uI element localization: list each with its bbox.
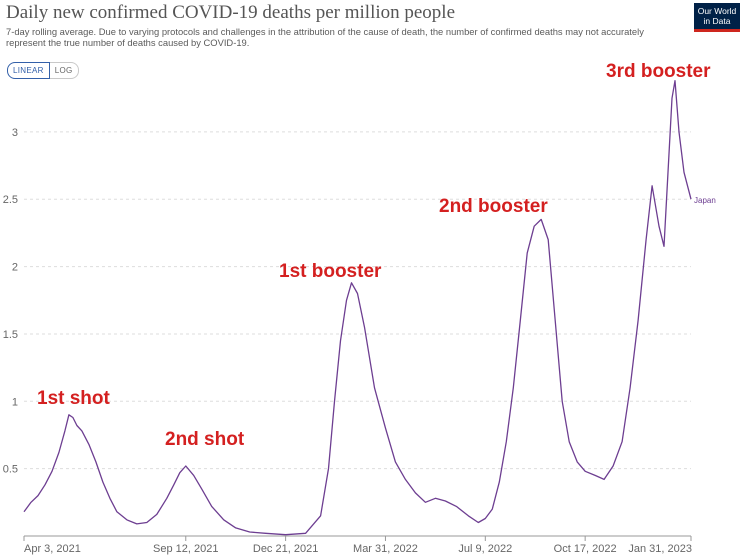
annotation-label: 3rd booster bbox=[606, 61, 711, 82]
y-tick-label: 0.5 bbox=[3, 464, 18, 476]
log-scale-button[interactable]: LOG bbox=[49, 62, 79, 79]
x-tick-label: Sep 12, 2021 bbox=[153, 543, 218, 555]
owid-logo[interactable]: Our World in Data bbox=[694, 3, 740, 32]
y-tick-label: 2 bbox=[12, 262, 18, 274]
x-tick-label: Oct 17, 2022 bbox=[554, 543, 617, 555]
annotation-label: 1st shot bbox=[37, 388, 111, 409]
logo-line-1: Our World bbox=[697, 6, 737, 16]
chart-subtitle: 7-day rolling average. Due to varying pr… bbox=[6, 26, 644, 48]
y-tick-label: 1.5 bbox=[3, 329, 18, 341]
y-tick-label: 1 bbox=[12, 396, 18, 408]
y-tick-label: 3 bbox=[12, 127, 18, 139]
series-end-label: Japan bbox=[694, 196, 716, 205]
y-tick-label: 2.5 bbox=[3, 194, 18, 206]
chart-title: Daily new confirmed COVID-19 deaths per … bbox=[6, 2, 456, 23]
annotation-label: 1st booster bbox=[279, 261, 382, 282]
x-tick-label: Dec 21, 2021 bbox=[253, 543, 318, 555]
series-line-japan bbox=[23, 80, 692, 536]
linear-scale-button[interactable]: LINEAR bbox=[7, 62, 50, 79]
scale-toggle: LINEAR LOG bbox=[7, 62, 79, 79]
x-tick-label: Jul 9, 2022 bbox=[458, 543, 512, 555]
annotation-label: 2nd booster bbox=[439, 196, 548, 217]
logo-line-2: in Data bbox=[703, 16, 731, 26]
x-tick-label: Mar 31, 2022 bbox=[353, 543, 418, 555]
x-tick-label: Jan 31, 2023 bbox=[628, 543, 692, 555]
x-tick-label: Apr 3, 2021 bbox=[24, 543, 81, 555]
annotation-label: 2nd shot bbox=[165, 429, 245, 450]
